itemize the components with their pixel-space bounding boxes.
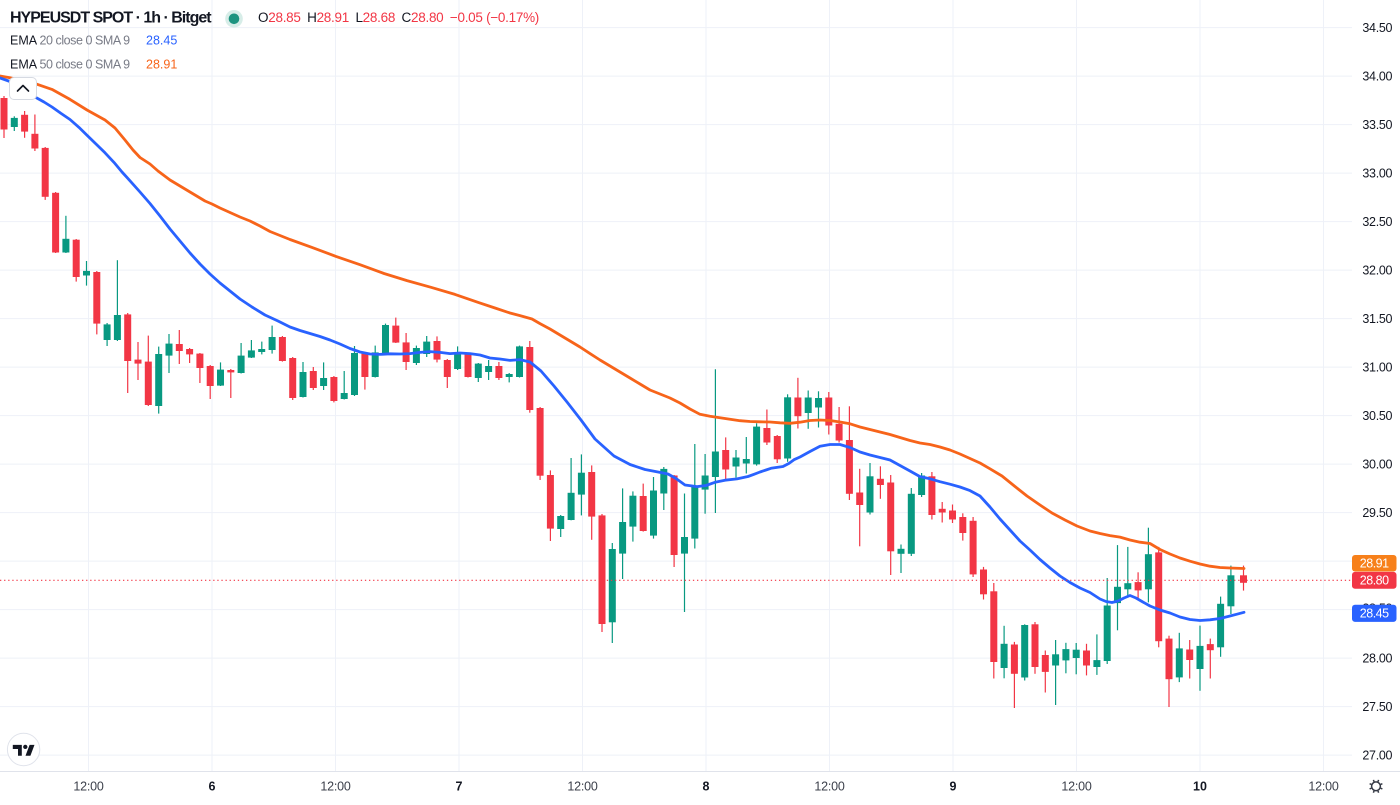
svg-text:32.50: 32.50 xyxy=(1362,215,1392,229)
svg-text:28.91: 28.91 xyxy=(1360,557,1389,571)
svg-text:20 close 0 SMA 9: 20 close 0 SMA 9 xyxy=(40,34,131,48)
svg-text:34.00: 34.00 xyxy=(1362,70,1392,84)
svg-text:O28.85 H28.91 L28.68 C28.80 −0: O28.85 H28.91 L28.68 C28.80 −0.05 (−0.17… xyxy=(258,10,539,25)
svg-text:31.50: 31.50 xyxy=(1362,312,1392,326)
svg-text:28.45: 28.45 xyxy=(1360,607,1389,621)
svg-text:28.91: 28.91 xyxy=(146,58,177,72)
svg-text:28.45: 28.45 xyxy=(146,34,177,48)
svg-text:50 close 0 SMA 9: 50 close 0 SMA 9 xyxy=(40,58,131,72)
svg-text:12:00: 12:00 xyxy=(814,780,845,794)
svg-text:31.00: 31.00 xyxy=(1362,361,1392,375)
svg-text:8: 8 xyxy=(703,780,710,794)
svg-text:28.80: 28.80 xyxy=(1360,574,1389,588)
svg-text:33.50: 33.50 xyxy=(1362,118,1392,132)
svg-text:9: 9 xyxy=(950,780,957,794)
svg-text:EMA: EMA xyxy=(10,58,38,72)
svg-text:12:00: 12:00 xyxy=(73,780,104,794)
svg-text:29.50: 29.50 xyxy=(1362,506,1392,520)
svg-text:12:00: 12:00 xyxy=(320,780,351,794)
svg-text:27.50: 27.50 xyxy=(1362,700,1392,714)
svg-text:30.00: 30.00 xyxy=(1362,458,1392,472)
svg-text:12:00: 12:00 xyxy=(567,780,598,794)
svg-text:33.00: 33.00 xyxy=(1362,167,1392,181)
svg-text:10: 10 xyxy=(1193,780,1207,794)
svg-text:32.00: 32.00 xyxy=(1362,264,1392,278)
svg-text:34.50: 34.50 xyxy=(1362,21,1392,35)
svg-text:6: 6 xyxy=(209,780,216,794)
svg-text:12:00: 12:00 xyxy=(1061,780,1092,794)
svg-text:HYPEUSDT SPOT · 1h · Bitget: HYPEUSDT SPOT · 1h · Bitget xyxy=(10,9,212,26)
svg-text:30.50: 30.50 xyxy=(1362,409,1392,423)
svg-text:EMA: EMA xyxy=(10,34,38,48)
svg-text:27.00: 27.00 xyxy=(1362,749,1392,763)
svg-text:7: 7 xyxy=(456,780,463,794)
svg-text:12:00: 12:00 xyxy=(1308,780,1339,794)
svg-text:28.00: 28.00 xyxy=(1362,652,1392,666)
